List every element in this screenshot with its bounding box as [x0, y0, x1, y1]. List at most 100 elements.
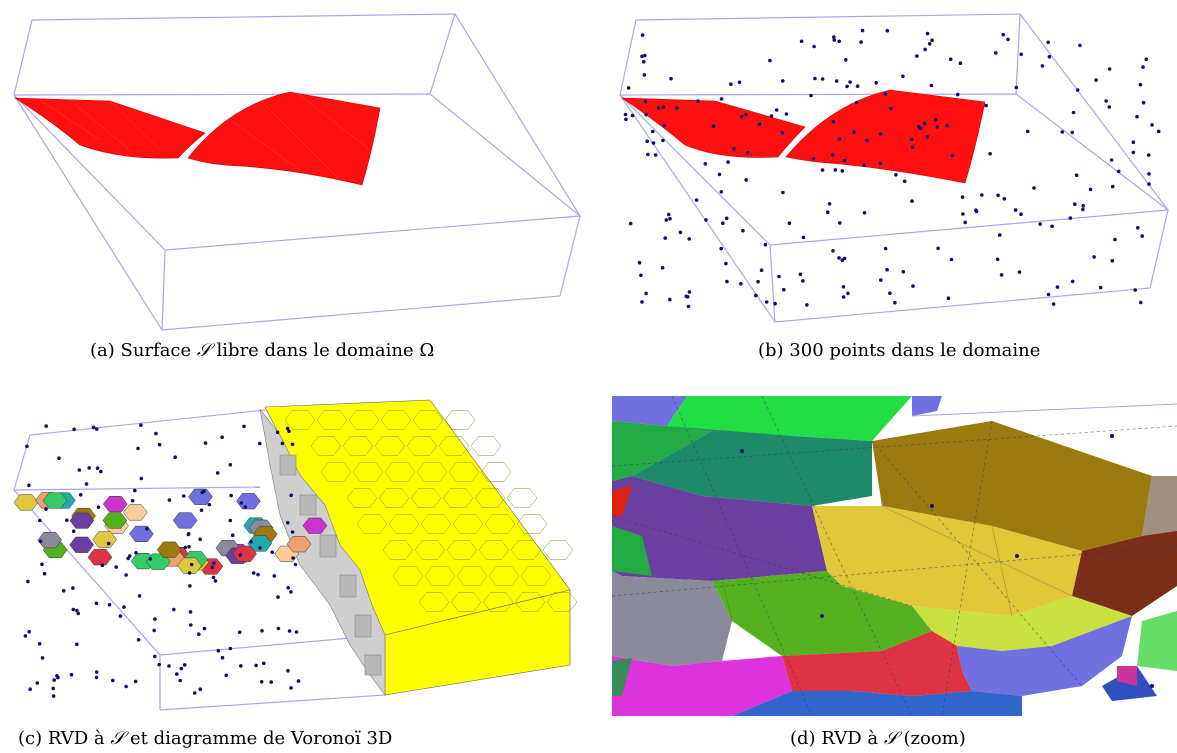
sample-point [44, 507, 48, 511]
sample-point [1019, 212, 1023, 216]
sample-point [94, 670, 99, 674]
sample-point [198, 537, 202, 542]
voronoi-cell [456, 566, 488, 586]
sample-point [1001, 32, 1006, 37]
sample-point [228, 646, 233, 651]
sample-point [780, 131, 785, 135]
sample-point [189, 562, 194, 567]
voronoi-cell [410, 488, 442, 508]
sample-point [889, 106, 893, 111]
sample-point [137, 594, 142, 598]
voronoi-cell [346, 488, 378, 508]
sample-point [711, 124, 716, 128]
sample-point [124, 573, 128, 577]
sample-point [662, 123, 667, 128]
sample-point [51, 694, 56, 698]
panel-d [612, 396, 1177, 716]
surface-cell [122, 504, 148, 521]
voronoi-cell [484, 514, 516, 534]
sample-point [854, 100, 859, 105]
sample-point [130, 498, 135, 503]
sample-point [78, 493, 83, 497]
sample-point [848, 80, 852, 84]
surface-cell [156, 541, 182, 558]
sample-point [842, 256, 847, 261]
sample-point [855, 84, 860, 88]
sample-point [911, 284, 915, 288]
sample-point [1051, 302, 1056, 306]
voronoi-cell [356, 514, 388, 534]
surface-cell [42, 492, 68, 509]
sample-point [639, 273, 643, 278]
sample-point [249, 539, 253, 544]
sample-point [1046, 292, 1051, 297]
sample-point [656, 106, 661, 110]
sample-point [739, 282, 743, 286]
sample-point [1141, 65, 1145, 69]
sample-point [202, 489, 206, 493]
sample-point [651, 129, 655, 134]
voronoi-cell [470, 436, 502, 456]
voronoi-cell [452, 514, 484, 534]
sample-point [1092, 255, 1096, 259]
voronoi-cell [514, 592, 546, 612]
voronoi-cell [542, 540, 574, 560]
surface-cell [177, 557, 202, 574]
voronoi-cell [380, 410, 412, 430]
sample-point [719, 97, 724, 101]
sample-point [286, 520, 290, 525]
sample-point [852, 130, 856, 134]
voronoi-cell [284, 410, 316, 430]
sample-point [801, 235, 806, 240]
voronoi-cell [516, 514, 548, 534]
sample-point [960, 195, 965, 199]
sample-point [1116, 169, 1121, 174]
sample-point [157, 662, 161, 667]
sample-point [704, 218, 708, 222]
sample-point [1081, 207, 1085, 212]
sample-point [834, 79, 839, 83]
sample-point [909, 137, 914, 142]
voronoi-cell [520, 566, 552, 586]
sample-point [1019, 52, 1023, 57]
sample-point [72, 427, 76, 432]
sample-point [935, 125, 939, 129]
sample-point [258, 441, 262, 446]
sample-point [167, 498, 172, 502]
sample-point [71, 586, 75, 590]
panel-a-figure [13, 13, 581, 331]
sample-point [186, 532, 191, 537]
voronoi-cell [414, 540, 446, 560]
sample-point [124, 684, 128, 689]
caption-b-text: (b) 300 points dans le domaine [758, 340, 1041, 361]
caption-c: (c) RVD à 𝒮 et diagramme de Voronoï 3D [18, 728, 392, 749]
sample-point [27, 483, 31, 488]
sample-point [984, 103, 988, 108]
sample-point [754, 293, 758, 298]
sample-point [725, 279, 729, 284]
sample-point [262, 661, 266, 666]
sample-point [238, 553, 243, 557]
sample-point [76, 611, 80, 616]
sample-point [75, 608, 79, 613]
sample-point [757, 122, 762, 126]
sample-point [651, 141, 656, 145]
sample-point [769, 114, 774, 118]
sample-point [955, 92, 960, 97]
sample-point [841, 295, 846, 299]
sample-point [759, 268, 764, 273]
sample-point [777, 274, 781, 279]
sample-point [782, 287, 786, 292]
sample-point [28, 687, 32, 691]
sample-point [812, 44, 816, 49]
sample-point [963, 220, 967, 225]
sample-point [781, 79, 785, 83]
caption-a-math: 𝒮 [196, 340, 211, 361]
sample-point [841, 285, 846, 289]
sample-point [213, 579, 218, 583]
sample-point [764, 300, 769, 304]
caption-d-prefix: (d) RVD à [790, 728, 884, 749]
sample-point [107, 602, 112, 607]
sample-point [901, 270, 906, 274]
caption-c-prefix: (c) RVD à [18, 728, 111, 749]
